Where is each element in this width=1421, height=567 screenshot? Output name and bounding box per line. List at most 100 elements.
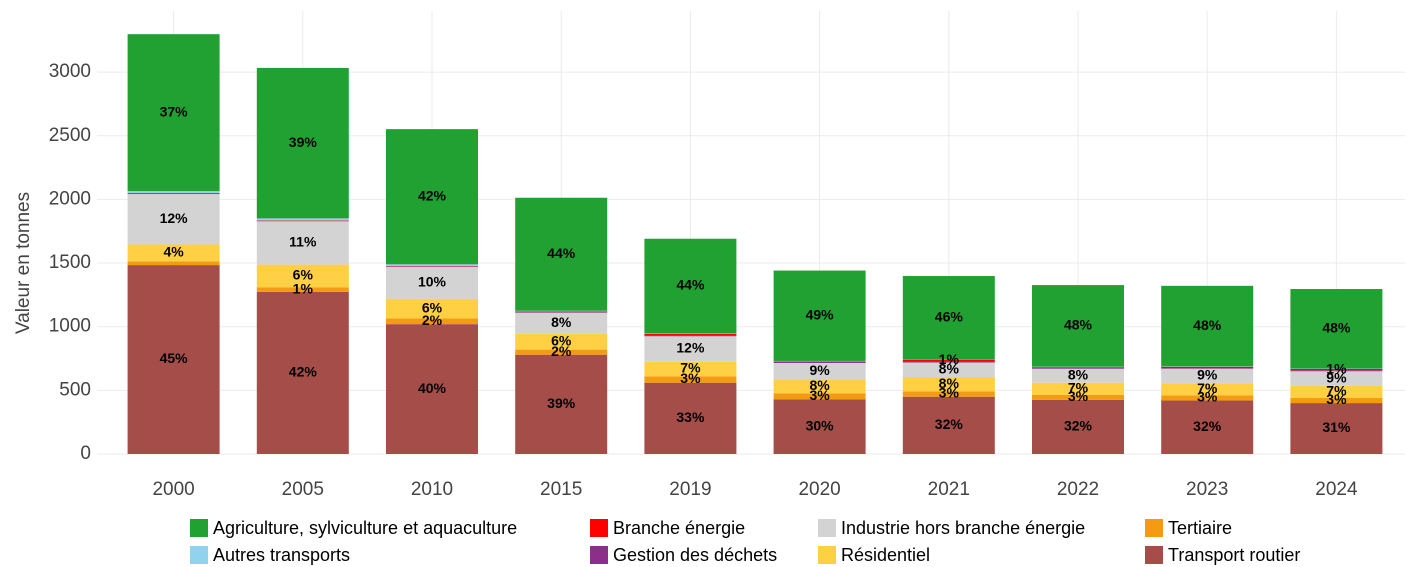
bar-segment (256, 291, 349, 454)
bar-segment (1290, 371, 1383, 386)
data-label: 6% (551, 332, 572, 348)
data-label: 7% (1326, 383, 1347, 399)
bar-segment (644, 333, 737, 336)
data-label: 8% (1068, 366, 1089, 382)
data-label: 32% (935, 416, 964, 432)
legend-swatch (1145, 519, 1163, 537)
data-label: 42% (289, 364, 318, 380)
data-label: 1% (1326, 360, 1347, 376)
bar-segment (386, 264, 478, 266)
data-label: 7% (1197, 380, 1218, 396)
bar-segment (1032, 367, 1124, 368)
data-label: 9% (1197, 367, 1218, 383)
data-label: 8% (551, 314, 572, 330)
bar-segment (902, 362, 995, 378)
data-label: 8% (939, 360, 960, 376)
data-label: 6% (293, 267, 314, 283)
x-tick-label: 2000 (152, 479, 194, 500)
bar-segment (1032, 399, 1124, 454)
legend-label: Industrie hors branche énergie (841, 518, 1085, 538)
bar-segment (515, 197, 608, 311)
bar-segment (1032, 367, 1124, 369)
data-label: 3% (809, 387, 830, 403)
bar-segment (256, 220, 349, 222)
data-label: 32% (1193, 418, 1222, 434)
bar-segment (1161, 368, 1254, 369)
bar-segment (644, 382, 737, 454)
data-label: 3% (939, 385, 960, 401)
data-label: 11% (289, 234, 317, 250)
bar-segment (127, 34, 220, 192)
bar-segment (1161, 368, 1254, 384)
data-label: 31% (1322, 419, 1351, 435)
y-tick-label: 3000 (49, 61, 91, 82)
x-tick-label: 2022 (1057, 479, 1099, 500)
legend-swatch (818, 546, 836, 564)
bar-segment (256, 221, 349, 265)
bar-segment (386, 266, 478, 267)
legend-label: Transport routier (1168, 545, 1300, 565)
bar-segment (256, 67, 349, 219)
bar-segment (1032, 285, 1124, 367)
data-label: 44% (676, 277, 705, 293)
y-tick-label: 500 (59, 379, 91, 400)
bar-segment (1290, 368, 1383, 371)
x-tick-label: 2019 (669, 479, 711, 500)
bar-segment (386, 266, 478, 299)
bar-segment (1161, 285, 1254, 367)
bar-segment (1161, 400, 1254, 454)
data-label: 3% (1068, 388, 1089, 404)
y-tick-label: 1000 (49, 316, 91, 337)
data-label: 48% (1064, 317, 1093, 333)
bar-segment (773, 362, 866, 380)
bar-segment (902, 377, 995, 392)
y-tick-label: 1500 (49, 252, 91, 273)
bar-segment (127, 265, 220, 454)
data-label: 45% (160, 350, 189, 366)
legend-swatch (590, 546, 608, 564)
bar-segment (902, 359, 995, 362)
bar-segment (644, 336, 737, 362)
bar-segment (1290, 403, 1383, 454)
bar-segment (256, 218, 349, 221)
legend-swatch (190, 546, 208, 564)
data-label: 2% (422, 312, 443, 328)
bar-segment (127, 191, 220, 194)
bar-segment (515, 311, 608, 313)
data-label: 33% (676, 409, 705, 425)
data-label: 7% (1068, 379, 1089, 395)
bar-segment (902, 391, 995, 397)
bar-segment (127, 193, 220, 195)
bar-segment (256, 287, 349, 292)
x-tick-label: 2005 (282, 479, 324, 500)
bar-segment (902, 361, 995, 363)
bar-segment (515, 333, 608, 350)
bar-segment (127, 261, 220, 266)
x-tick-label: 2021 (928, 479, 970, 500)
data-label: 2% (551, 343, 572, 359)
data-label: 8% (809, 377, 830, 393)
data-label: 1% (939, 351, 960, 367)
bar-segment (1290, 397, 1383, 404)
legend-label: Résidentiel (841, 545, 930, 565)
data-label: 48% (1322, 320, 1351, 336)
bar-segment (1032, 382, 1124, 395)
bar-segment (644, 335, 737, 337)
bar-segment (773, 393, 866, 400)
bar-segment (902, 396, 995, 454)
bar-segment (256, 264, 349, 288)
bar-segment (1032, 368, 1124, 383)
data-label: 3% (1326, 391, 1347, 407)
bar-segment (1290, 289, 1383, 369)
bar-segment (386, 324, 478, 454)
data-label: 12% (160, 210, 189, 226)
bar-segment (773, 399, 866, 454)
x-tick-label: 2023 (1186, 479, 1228, 500)
bar-segment (1161, 366, 1254, 369)
bar-segment (515, 312, 608, 313)
legend-label: Agriculture, sylviculture et aquaculture (213, 518, 517, 538)
legend-label: Branche énergie (613, 518, 745, 538)
data-label: 32% (1064, 418, 1093, 434)
bar-segment (127, 194, 220, 245)
